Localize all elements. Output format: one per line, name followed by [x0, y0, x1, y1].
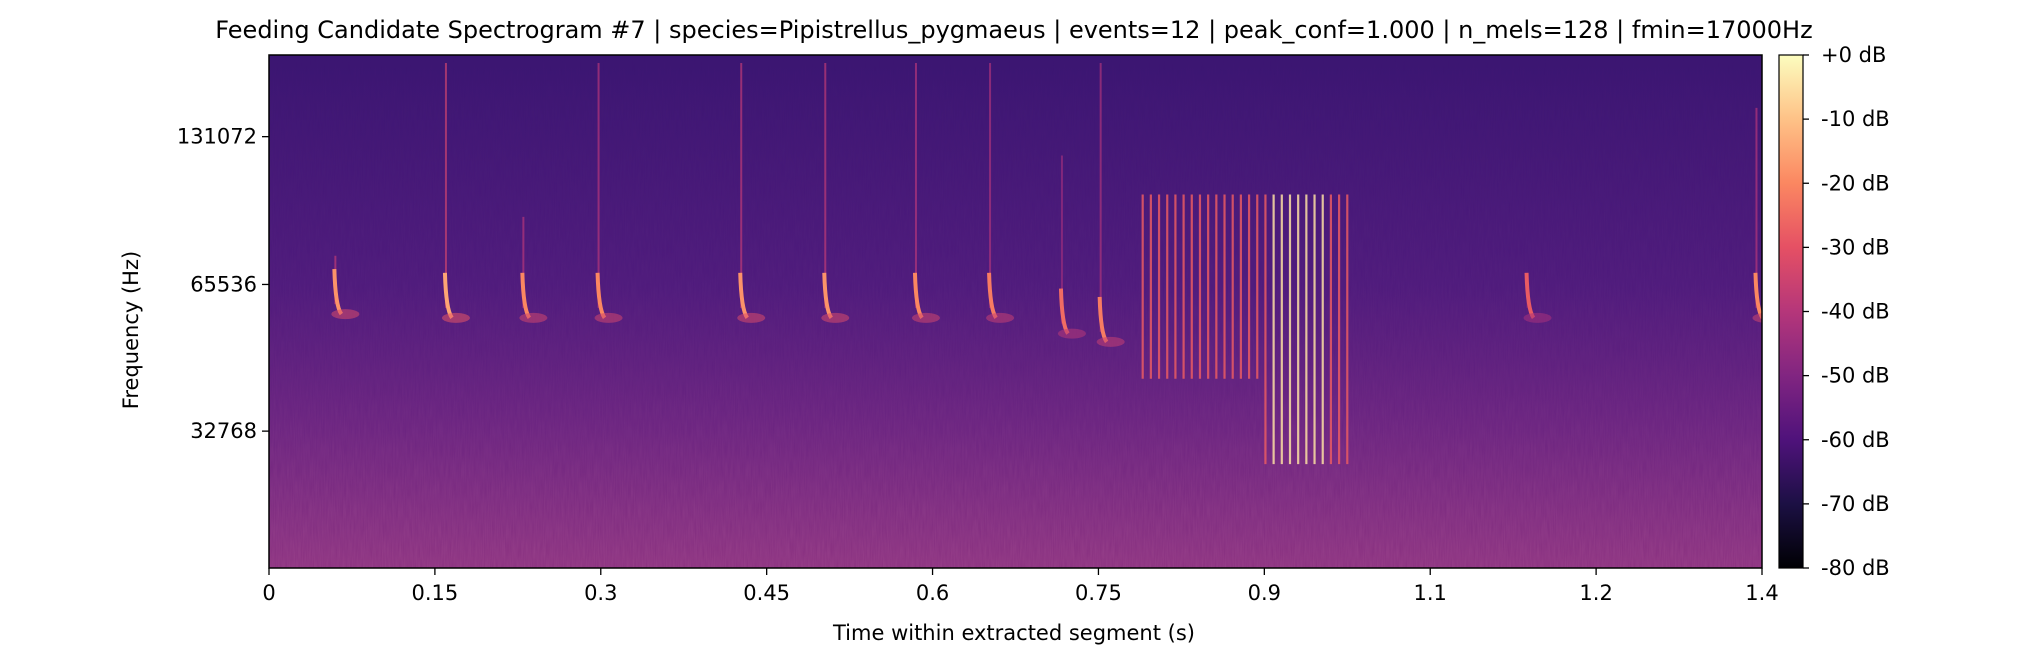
call-event	[1523, 272, 1552, 323]
call-event	[911, 62, 940, 323]
colorbar-tick-label: -60 dB	[1821, 428, 1890, 452]
axes: 0 0.15 0.3 0.45 0.6 0.75 0.9 1.1 1.2 1.4 32768 6553…	[177, 54, 1779, 605]
x-tick-label: 1.2	[1579, 581, 1612, 605]
call-tail	[1057, 328, 1086, 339]
call-tail	[1752, 313, 1762, 323]
x-tick-label: 1.1	[1414, 581, 1447, 605]
call-tail	[1096, 336, 1125, 347]
call-tail	[911, 312, 940, 323]
y-axis-label: Frequency (Hz)	[119, 251, 143, 409]
call-tail	[594, 312, 623, 323]
colorbar-tick-label: +0 dB	[1821, 43, 1886, 67]
x-tick-label: 0.15	[412, 581, 459, 605]
call-event	[986, 62, 1015, 323]
call-event	[1057, 155, 1086, 339]
call-event	[519, 216, 548, 323]
feeding-buzz	[1141, 194, 1349, 465]
colorbar-tick-label: -40 dB	[1821, 300, 1890, 324]
colorbar-tick-label: -80 dB	[1821, 556, 1890, 580]
call-tail	[331, 309, 360, 320]
colorbar-tick-label: -50 dB	[1821, 364, 1890, 388]
plot-frame	[268, 54, 1763, 569]
call-event	[441, 62, 470, 323]
call-event	[331, 255, 360, 320]
x-tick-label: 1.4	[1745, 581, 1778, 605]
x-tick-label: 0.3	[584, 581, 617, 605]
x-tick-label: 0.75	[1075, 581, 1122, 605]
y-tick-label: 32768	[190, 419, 257, 443]
y-tick-label: 65536	[190, 272, 257, 296]
colorbar-tick-label: -10 dB	[1821, 107, 1890, 131]
call-event	[821, 62, 850, 323]
colorbar-scale	[1778, 54, 1804, 569]
colorbar-tick-label: -70 dB	[1821, 492, 1890, 516]
colorbar-tick-label: -30 dB	[1821, 235, 1890, 259]
call-event	[1096, 62, 1125, 347]
x-tick-label: 0.9	[1248, 581, 1281, 605]
x-tick-label: 0.6	[916, 581, 949, 605]
plot-area	[269, 55, 1762, 568]
x-tick-label: 0	[262, 581, 275, 605]
colorbar-tick-label: -20 dB	[1821, 171, 1890, 195]
x-axis-label: Time within extracted segment (s)	[832, 621, 1195, 645]
call-tail	[986, 312, 1015, 323]
x-tick-label: 0.45	[743, 581, 790, 605]
call-tail	[519, 312, 548, 323]
call-event	[1752, 107, 1762, 323]
call-event	[737, 62, 766, 323]
call-tail	[737, 312, 766, 323]
spectrogram-noise	[269, 55, 1762, 568]
call-tail	[821, 312, 850, 323]
events-layer	[331, 62, 1762, 465]
colorbar: +0 dB -10 dB -20 dB -30 dB -40 dB -50 dB -60 d…	[1778, 43, 1890, 580]
y-tick-label: 131072	[177, 125, 257, 149]
chart-title: Feeding Candidate Spectrogram #7 | speci…	[215, 16, 1812, 44]
call-tail	[1523, 312, 1552, 323]
call-tail	[441, 312, 470, 323]
call-event	[594, 62, 623, 323]
